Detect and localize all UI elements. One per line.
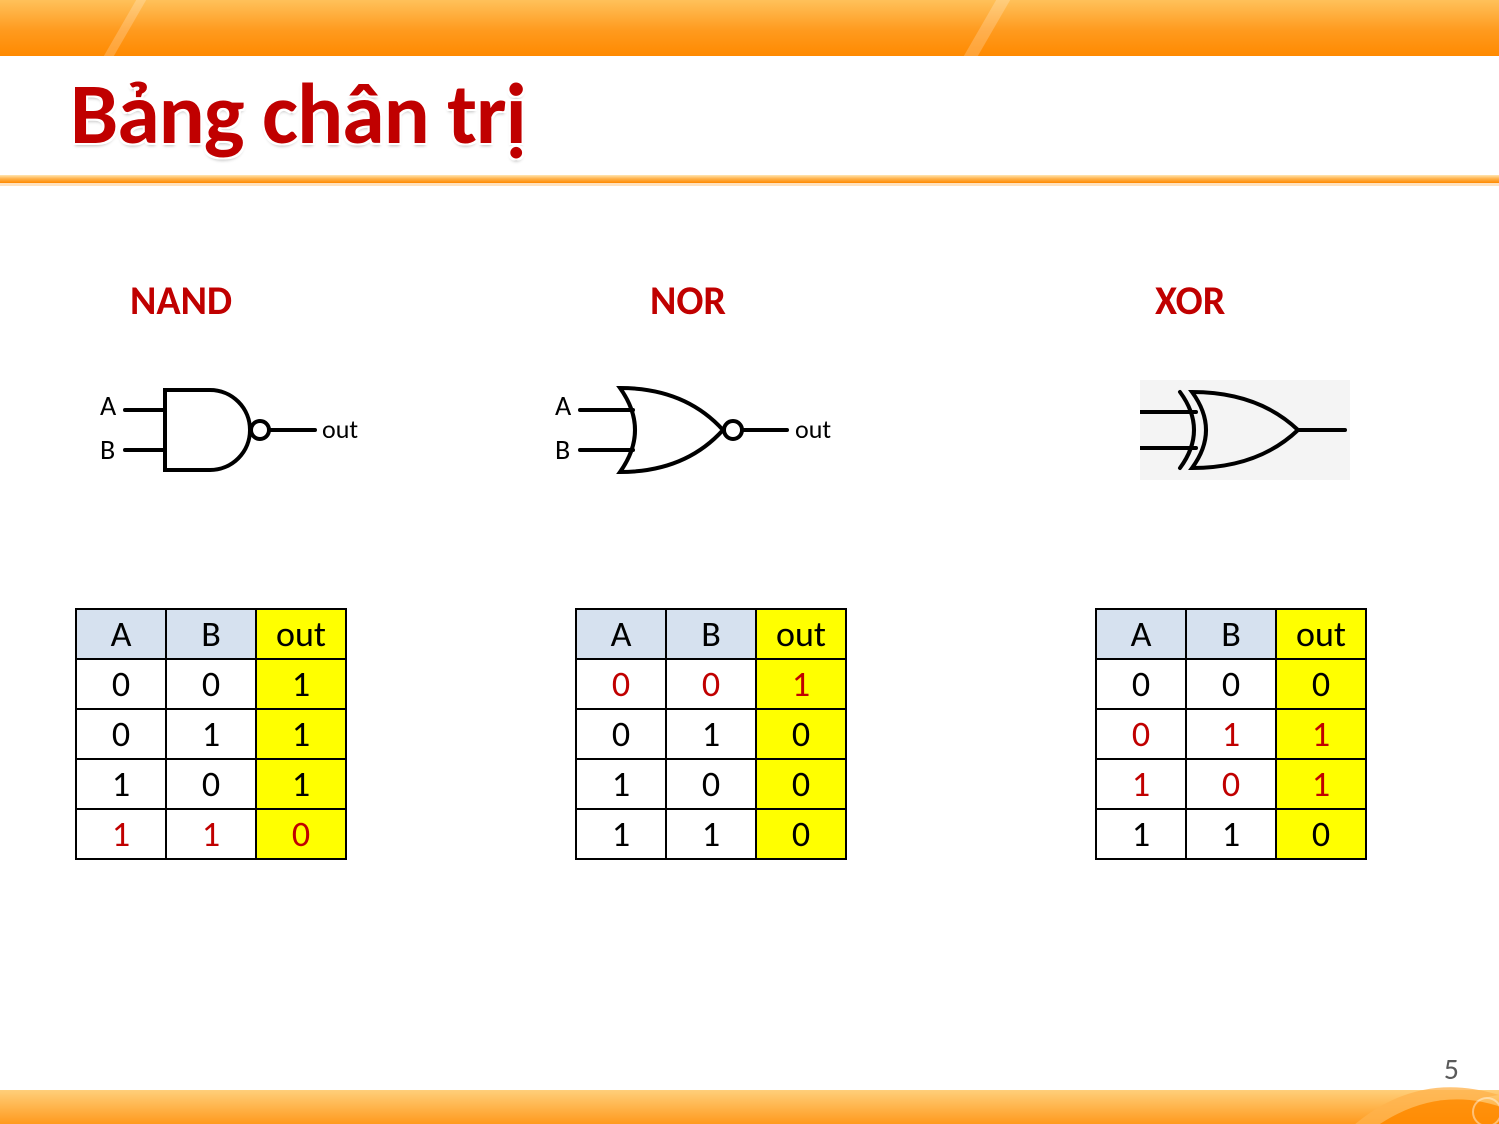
- cell-b: 0: [1186, 759, 1276, 809]
- nor-input-b-label: B: [555, 432, 570, 467]
- cell-a: 0: [1096, 659, 1186, 709]
- nor-input-a-label: A: [555, 388, 572, 423]
- table-header-out: out: [1276, 609, 1366, 659]
- table-header-row: A B out: [76, 609, 346, 659]
- table-row: 0 0 1: [576, 659, 846, 709]
- table-header-out: out: [256, 609, 346, 659]
- table-row: 0 1 0: [576, 709, 846, 759]
- cell-b: 1: [666, 709, 756, 759]
- cell-a: 0: [76, 659, 166, 709]
- cell-b: 1: [166, 709, 256, 759]
- cell-a: 1: [1096, 809, 1186, 859]
- table-row: 1 1 0: [1096, 809, 1366, 859]
- page-title: Bảng chân trị: [70, 62, 526, 167]
- decorative-streak: [964, 0, 1010, 56]
- nand-gate-icon: A B out: [100, 375, 370, 485]
- nor-out-label: out: [795, 413, 831, 445]
- bottom-orange-band: [0, 1090, 1499, 1124]
- truth-table-xor: A B out 0 0 0 0 1 1 1 0 1 1 1 0: [1095, 608, 1367, 860]
- cell-b: 0: [166, 759, 256, 809]
- cell-b: 0: [1186, 659, 1276, 709]
- cell-out: 0: [1276, 809, 1366, 859]
- cell-b: 0: [666, 759, 756, 809]
- cell-out: 1: [256, 759, 346, 809]
- nand-input-b-label: B: [100, 432, 115, 467]
- cell-out: 0: [756, 809, 846, 859]
- table-row: 0 1 1: [1096, 709, 1366, 759]
- cell-a: 0: [1096, 709, 1186, 759]
- cell-b: 1: [666, 809, 756, 859]
- truth-table-nor: A B out 0 0 1 0 1 0 1 0 0 1 1 0: [575, 608, 847, 860]
- cell-a: 1: [76, 759, 166, 809]
- cell-out: 1: [1276, 759, 1366, 809]
- cell-b: 1: [166, 809, 256, 859]
- table-row: 0 1 1: [76, 709, 346, 759]
- table-header-row: A B out: [576, 609, 846, 659]
- nor-gate-icon: A B out: [555, 370, 845, 490]
- gate-label-xor: XOR: [1155, 276, 1225, 325]
- table-header-b: B: [1186, 609, 1276, 659]
- cell-b: 0: [166, 659, 256, 709]
- decorative-streak: [104, 0, 146, 56]
- table-header-out: out: [756, 609, 846, 659]
- cell-a: 1: [1096, 759, 1186, 809]
- table-row: 1 0 0: [576, 759, 846, 809]
- table-row: 1 0 1: [76, 759, 346, 809]
- cell-out: 1: [256, 659, 346, 709]
- table-header-a: A: [76, 609, 166, 659]
- table-row: 0 0 1: [76, 659, 346, 709]
- nand-out-label: out: [322, 413, 358, 445]
- top-orange-band: [0, 0, 1499, 56]
- cell-out: 0: [256, 809, 346, 859]
- table-header-a: A: [576, 609, 666, 659]
- decorative-curl-icon: [1349, 1040, 1499, 1124]
- cell-b: 0: [666, 659, 756, 709]
- table-row: 1 1 0: [76, 809, 346, 859]
- cell-out: 0: [1276, 659, 1366, 709]
- cell-a: 0: [576, 709, 666, 759]
- horizontal-rule: [0, 175, 1499, 183]
- table-header-a: A: [1096, 609, 1186, 659]
- cell-a: 1: [76, 809, 166, 859]
- table-header-b: B: [166, 609, 256, 659]
- slide: Bảng chân trị NAND A B out A B out 0 0 1…: [0, 0, 1499, 1124]
- cell-a: 0: [76, 709, 166, 759]
- cell-a: 1: [576, 809, 666, 859]
- table-header-row: A B out: [1096, 609, 1366, 659]
- gate-label-nand: NAND: [130, 276, 232, 325]
- table-row: 0 0 0: [1096, 659, 1366, 709]
- table-row: 1 0 1: [1096, 759, 1366, 809]
- cell-out: 0: [756, 709, 846, 759]
- cell-a: 0: [576, 659, 666, 709]
- cell-out: 0: [756, 759, 846, 809]
- cell-out: 1: [256, 709, 346, 759]
- cell-out: 1: [756, 659, 846, 709]
- nand-input-a-label: A: [100, 388, 117, 423]
- cell-a: 1: [576, 759, 666, 809]
- table-header-b: B: [666, 609, 756, 659]
- cell-b: 1: [1186, 709, 1276, 759]
- table-row: 1 1 0: [576, 809, 846, 859]
- truth-table-nand: A B out 0 0 1 0 1 1 1 0 1 1 1 0: [75, 608, 347, 860]
- cell-out: 1: [1276, 709, 1366, 759]
- xor-gate-icon: [1140, 380, 1350, 480]
- gate-label-nor: NOR: [650, 276, 726, 325]
- cell-b: 1: [1186, 809, 1276, 859]
